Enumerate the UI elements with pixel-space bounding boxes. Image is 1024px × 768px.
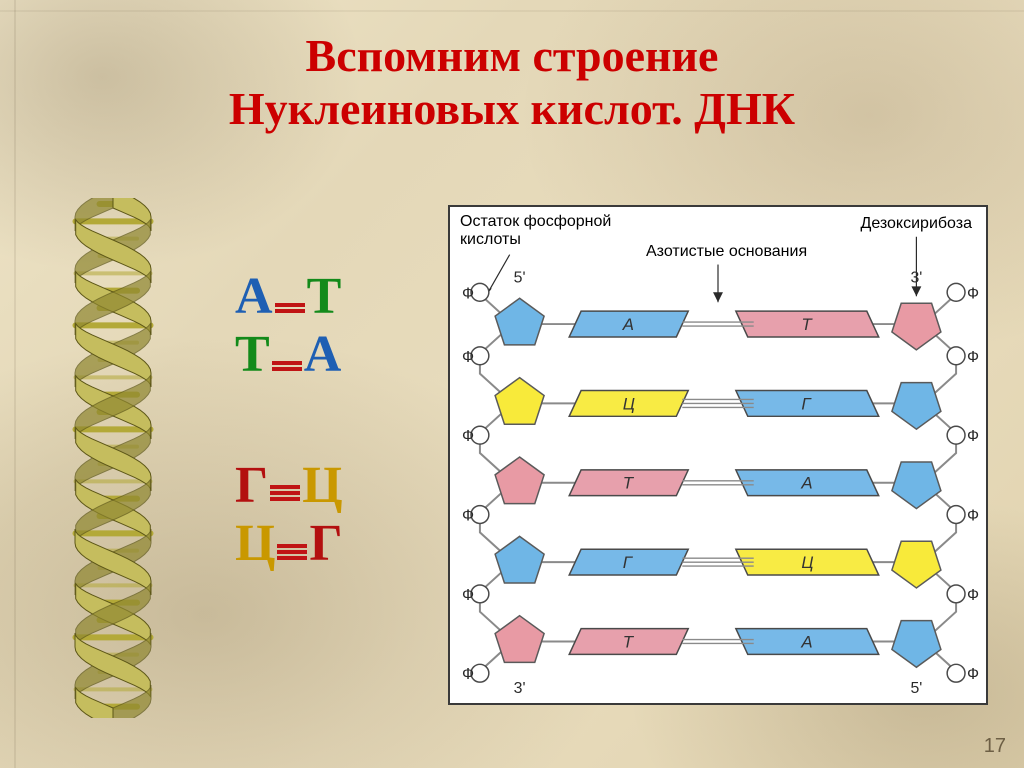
label-deoxyribose: Дезоксирибоза xyxy=(860,215,972,233)
base-A: А xyxy=(304,326,342,383)
svg-text:Ф: Ф xyxy=(462,285,474,302)
svg-text:Т: Т xyxy=(623,474,635,493)
svg-text:5': 5' xyxy=(910,680,922,697)
hydrogen-bond-icon xyxy=(272,332,302,387)
svg-text:Т: Т xyxy=(623,632,635,651)
svg-text:А: А xyxy=(622,315,634,334)
svg-text:Ф: Ф xyxy=(967,587,979,604)
title-line-1: Вспомним строение xyxy=(0,30,1024,83)
svg-text:Ф: Ф xyxy=(967,428,979,445)
base-A: А xyxy=(235,268,273,325)
page-number: 17 xyxy=(984,735,1006,758)
svg-text:Ф: Ф xyxy=(967,349,979,366)
base-T: Т xyxy=(307,268,342,325)
hydrogen-bond-icon xyxy=(270,462,300,517)
dna-helix xyxy=(58,198,168,718)
label-phosphate: Остаток фосфорной кислоты xyxy=(460,213,660,249)
label-bases: Азотистые основания xyxy=(646,243,807,261)
svg-text:Ф: Ф xyxy=(967,507,979,524)
dna-structure-diagram: 5'3'3'5'ФФФФФФФФФФФФАТЦГТАГЦТА Остаток ф… xyxy=(448,205,988,705)
base-T: Т xyxy=(235,326,270,383)
svg-text:Ф: Ф xyxy=(967,285,979,302)
svg-text:Ф: Ф xyxy=(462,507,474,524)
svg-text:3': 3' xyxy=(910,269,922,286)
svg-text:А: А xyxy=(800,632,812,651)
base-G: Г xyxy=(235,457,268,514)
base-G: Г xyxy=(309,515,342,572)
svg-text:3': 3' xyxy=(514,680,526,697)
slide-title: Вспомним строение Нуклеиновых кислот. ДН… xyxy=(0,30,1024,136)
hydrogen-bond-icon xyxy=(275,274,305,329)
hydrogen-bond-icon xyxy=(277,521,307,576)
svg-text:Ф: Ф xyxy=(462,428,474,445)
svg-text:5': 5' xyxy=(514,269,526,286)
svg-text:Т: Т xyxy=(801,315,813,334)
dna-helix-svg xyxy=(58,198,168,718)
svg-text:Ф: Ф xyxy=(462,587,474,604)
base-C: Ц xyxy=(302,457,342,514)
base-C: Ц xyxy=(235,515,275,572)
title-line-2: Нуклеиновых кислот. ДНК xyxy=(0,83,1024,136)
pair-row: ГЦ xyxy=(235,459,343,517)
svg-text:А: А xyxy=(800,474,812,493)
svg-text:Ц: Ц xyxy=(623,394,635,413)
svg-text:Ф: Ф xyxy=(967,666,979,683)
svg-text:Ф: Ф xyxy=(462,349,474,366)
svg-text:Ц: Ц xyxy=(801,553,813,572)
pair-row: ЦГ xyxy=(235,517,343,575)
base-pair-list: АТТА ГЦЦГ xyxy=(235,270,343,575)
svg-text:Ф: Ф xyxy=(462,666,474,683)
pair-row: ТА xyxy=(235,328,343,386)
pair-row: АТ xyxy=(235,270,343,328)
diagram-svg: 5'3'3'5'ФФФФФФФФФФФФАТЦГТАГЦТА xyxy=(450,207,986,703)
